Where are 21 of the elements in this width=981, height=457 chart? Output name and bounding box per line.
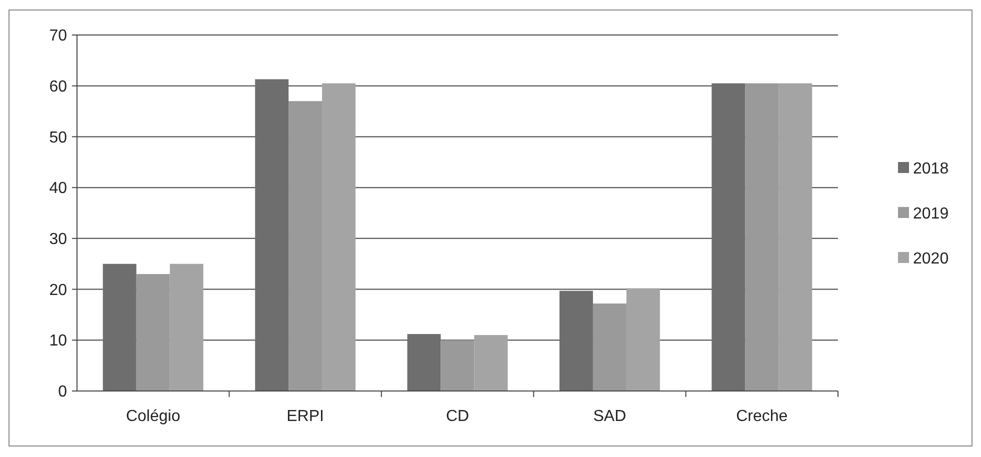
- x-tick-label: Colégio: [126, 408, 180, 425]
- y-tick-label: 10: [49, 332, 68, 350]
- bar: [407, 334, 441, 391]
- y-tick-label: 50: [49, 129, 68, 146]
- legend-label: 2018: [913, 160, 949, 178]
- y-tick-label: 70: [49, 28, 68, 45]
- bar: [559, 290, 593, 391]
- y-tick-label: 60: [49, 78, 68, 96]
- y-tick-label: 30: [49, 231, 68, 248]
- bar: [712, 83, 746, 391]
- bar: [255, 79, 289, 391]
- y-tick-label: 0: [58, 384, 68, 401]
- y-tick-label: 40: [49, 180, 68, 198]
- x-tick-label: SAD: [593, 408, 626, 425]
- legend-label: 2019: [913, 206, 949, 223]
- x-tick-label: CD: [446, 408, 470, 425]
- x-tick-label: Creche: [736, 408, 788, 425]
- y-tick-label: 20: [49, 282, 68, 299]
- bar: [102, 264, 136, 391]
- x-tick-label: ERPI: [286, 408, 324, 425]
- legend-label: 2020: [913, 250, 949, 268]
